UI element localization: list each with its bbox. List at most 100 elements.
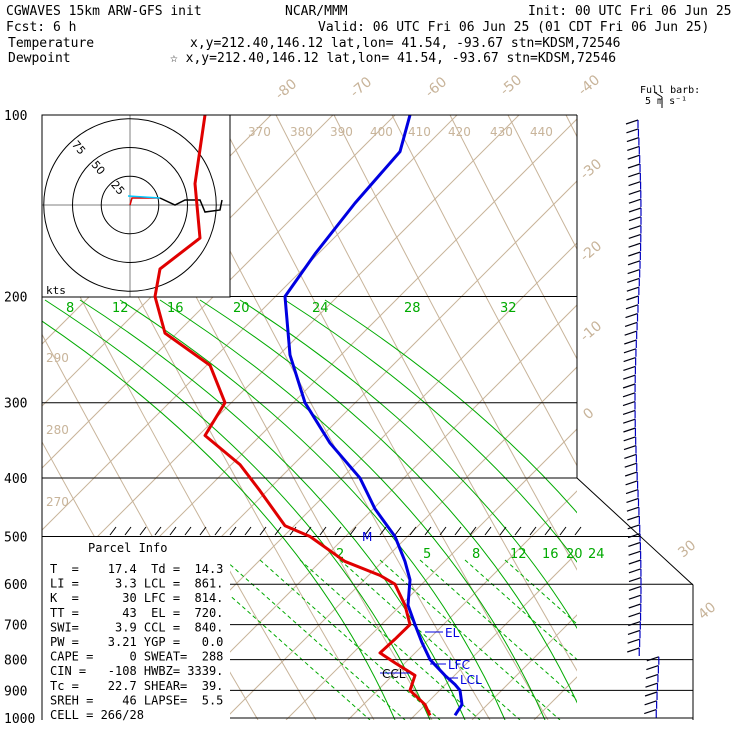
mixing-ratio-dashed	[259, 559, 441, 720]
wind-barb-staff	[628, 198, 642, 204]
hatch-mark	[334, 526, 342, 536]
isotherm-label: -20	[577, 238, 605, 265]
theta-e-label: 370	[248, 125, 271, 139]
wind-barb-staff	[623, 445, 637, 451]
isotherm	[658, 115, 740, 720]
wind-barb-staff	[628, 585, 642, 591]
hatch-mark	[274, 526, 282, 536]
hatch-mark	[109, 526, 117, 536]
hatch-mark	[439, 526, 447, 536]
wind-barb-staff	[625, 119, 639, 125]
hatch-mark	[319, 526, 327, 536]
hatch-mark	[244, 526, 252, 536]
theta-e-line	[42, 223, 317, 720]
isotherm	[720, 115, 740, 720]
parcel-info-line: TT = 43 EL = 720.	[50, 606, 223, 620]
hatch-mark	[154, 526, 162, 536]
wind-barb-staff	[628, 181, 641, 187]
theta-e-label: 410	[408, 125, 431, 139]
hatch-mark	[469, 526, 477, 536]
wind-barb-staff	[624, 453, 637, 459]
wind-barb-staff	[625, 489, 639, 495]
parcel-info-line: CIN = -108 HWBZ= 3339.	[50, 664, 223, 678]
wind-barb-staff	[625, 480, 638, 486]
wind-barb-staff	[623, 357, 636, 363]
wind-barb-staff	[625, 304, 639, 310]
isotherm	[42, 115, 458, 531]
wind-barb-staff	[646, 656, 660, 662]
wind-barb-staff	[628, 559, 642, 565]
wind-barb-staff	[627, 524, 640, 530]
hodograph-trace-mid	[127, 195, 161, 199]
wind-barb-staff	[626, 137, 640, 143]
pressure-tick-label: 200	[4, 291, 27, 306]
isotherm-label: -10	[577, 318, 605, 345]
hatch-mark	[199, 526, 207, 536]
wind-barb-staff	[628, 541, 641, 547]
wind-barb-staff	[628, 216, 642, 222]
pressure-tick-label: 900	[4, 684, 27, 699]
hatch-mark	[379, 526, 387, 536]
hatch-mark	[394, 526, 402, 536]
mixing-ratio-label: 20	[566, 547, 583, 562]
plot-frame	[41, 114, 694, 720]
parcel-info-line: SWI= 3.9 CCL = 840.	[50, 620, 223, 634]
wind-barb-staff	[627, 269, 640, 275]
wind-barb-staff	[623, 374, 636, 380]
hatch-mark	[409, 526, 417, 536]
dewpoint-legend: Dewpoint	[8, 51, 71, 66]
model-title: CGWAVES 15km ARW-GFS init	[6, 4, 202, 19]
theta-e-label: 280	[46, 423, 69, 437]
pressure-tick-label: 1000	[4, 712, 35, 727]
wind-barb-staff	[623, 436, 636, 442]
isotherm	[596, 115, 740, 720]
wind-barb-staff	[628, 568, 642, 574]
isotherm	[42, 115, 334, 407]
theta-e-line	[217, 115, 549, 720]
level-label-el: EL	[445, 626, 460, 640]
isotherm	[471, 614, 577, 720]
dewpoint-info: ☆ x,y=212.40,146.12 lat,lon= 41.54, -93.…	[170, 51, 616, 66]
isotherm-label: -80	[272, 76, 300, 103]
wind-barb-staff	[628, 603, 641, 609]
wind-barb-staff	[627, 647, 640, 653]
isotherm	[533, 676, 577, 720]
pressure-tick-label: 800	[4, 654, 27, 669]
wind-barb-staff	[627, 260, 641, 266]
mixing-ratio-dashed	[419, 559, 577, 701]
parcel-info-line: CAPE = 0 SWEAT= 288	[50, 650, 223, 664]
wind-barb-staff	[628, 207, 642, 213]
temperature-profile	[283, 114, 464, 717]
mixing-ratio-line	[199, 299, 577, 704]
wind-barb-staff	[644, 691, 658, 697]
wind-barb-staff	[622, 383, 636, 389]
wind-barb-staff	[645, 673, 659, 679]
wind-barb-staff	[628, 172, 641, 178]
isotherm	[161, 304, 577, 720]
wind-barb-staff	[626, 128, 639, 134]
parcel-info-background	[42, 537, 230, 720]
parcel-info-line: LI = 3.3 LCL = 861.	[50, 577, 223, 591]
valid-time: Valid: 06 UTC Fri 06 Jun 25 (01 CDT Fri …	[318, 20, 709, 35]
hatch-mark	[544, 526, 552, 536]
header: CGWAVES 15km ARW-GFS init NCAR/MMM Init:…	[6, 4, 732, 107]
mixing-ratio-dashed	[379, 559, 561, 720]
mixing-ratio-line	[119, 299, 506, 720]
mixing-ratio-label: 32	[500, 301, 517, 316]
mixing-ratio-line	[42, 320, 396, 720]
wind-barb-staff	[623, 427, 636, 433]
temperature-info: x,y=212.40,146.12 lat,lon= 41.54, -93.67…	[190, 36, 620, 51]
wind-barb-staff	[627, 277, 640, 283]
hatch-mark	[574, 526, 582, 536]
isotherm-label: -50	[497, 72, 525, 99]
hatch-mark	[139, 526, 147, 536]
wind-barb-staff	[627, 629, 641, 635]
sounding-curves	[153, 114, 464, 717]
mixing-ratio-label: 16	[542, 547, 559, 562]
level-label-m: M	[362, 530, 372, 544]
wind-barb-staff	[625, 313, 638, 319]
wind-barb-staff	[628, 233, 641, 239]
mixing-ratio-label: 20	[233, 301, 250, 316]
hatch-mark	[424, 526, 432, 536]
